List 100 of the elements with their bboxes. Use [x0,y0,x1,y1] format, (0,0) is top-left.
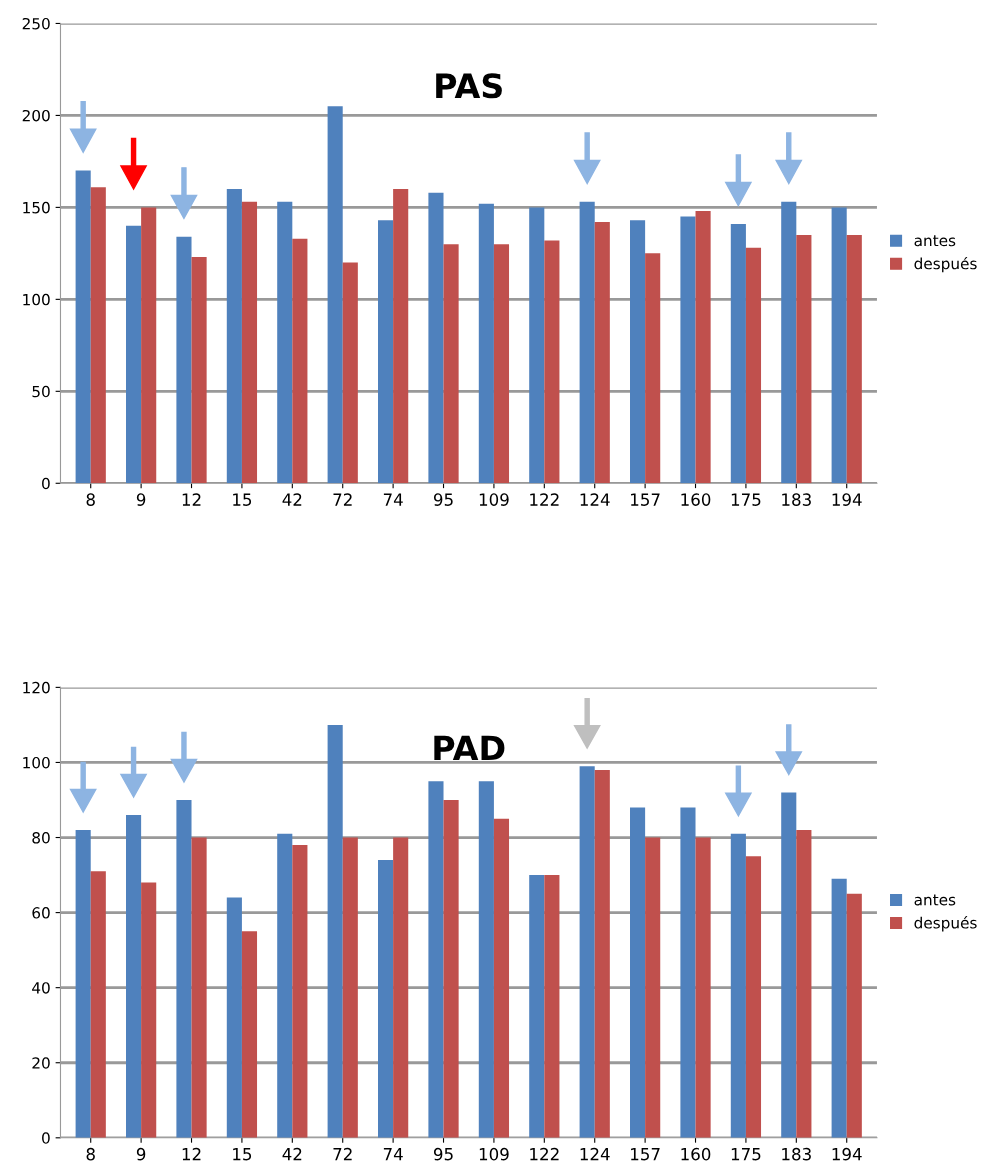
x-tick-label: 160 [681,493,711,506]
x-tick-label: 74 [383,493,403,506]
x-tick-label: 95 [433,493,453,506]
y-tick-label: 100 [23,756,50,769]
bar [796,830,812,1138]
bar [90,187,106,484]
bar [781,792,797,1138]
y-tick-label: 0 [42,1132,50,1144]
bar [695,837,711,1138]
bar [478,203,494,484]
bar [594,769,610,1138]
x-tick-label: 15 [233,493,252,506]
bar [292,238,308,484]
y-tick-label: 40 [32,982,50,994]
x-tick-label: 183 [782,493,811,506]
x-tick-label: 42 [282,1147,302,1161]
x-tick-label: 122 [530,493,559,506]
x-tick-label: 157 [631,1148,660,1161]
bar [594,222,610,484]
bar [141,882,157,1138]
text: PAS [436,73,502,99]
y-tick-label: 60 [32,907,50,919]
x-tick-label: 9 [136,1147,146,1161]
bar [493,244,510,484]
y-tick-label: 0 [42,477,50,490]
bar [176,799,192,1138]
x-tick-label: 157 [631,493,660,506]
x-tick-label: 109 [479,1147,509,1161]
bar [846,893,862,1138]
bar [544,240,560,484]
x-tick-label: 15 [233,1148,252,1161]
bar [327,724,343,1138]
bar [393,837,409,1138]
bar [529,875,545,1138]
legend-label: antes [914,894,956,906]
bar [443,244,459,484]
bar [75,830,91,1138]
bar [630,807,646,1138]
bar [191,257,207,484]
bar [226,188,242,484]
x-tick-label: 12 [182,1147,201,1161]
bar [327,106,343,484]
bar [191,837,207,1138]
bar [745,856,762,1138]
bar [831,207,847,484]
legend-label: después [914,256,977,273]
y-tick-label: 120 [23,681,50,694]
x-tick-label: 175 [731,1148,761,1161]
bar [241,201,258,484]
x-tick-label: 74 [383,1148,403,1161]
x-tick-label: 72 [333,1147,352,1161]
bar [680,216,696,484]
bar [378,860,394,1138]
bar [428,781,444,1138]
bar [579,201,595,484]
bar [745,247,762,484]
y-tick-label: 150 [23,201,50,214]
x-tick-label: 160 [681,1147,711,1161]
bar [730,223,746,484]
y-tick-label: 80 [32,831,50,844]
bar [493,818,510,1138]
bar [126,815,142,1138]
x-tick-label: 72 [333,493,352,506]
x-tick-label: 9 [136,493,146,506]
bar [277,201,293,484]
x-tick-label: 8 [86,493,95,506]
bar [478,781,494,1138]
bar [544,875,560,1138]
bar [342,837,358,1138]
bar [292,845,308,1138]
x-tick-label: 109 [479,493,509,506]
y-tick-label: 250 [22,17,50,30]
bar [241,931,258,1138]
x-tick-label: 12 [182,493,201,506]
bar [645,837,661,1138]
y-tick-label: 50 [32,385,50,398]
bar [695,211,711,484]
bar [846,234,862,484]
bar [75,170,91,484]
x-tick-label: 95 [433,1147,453,1161]
bar [176,236,192,484]
x-tick-label: 183 [782,1147,811,1161]
x-tick-label: 124 [580,1147,610,1161]
bar [378,220,394,484]
bar [443,799,459,1138]
bar [277,833,293,1138]
bar [342,262,358,484]
bar [529,207,545,484]
legend-label: después [914,916,977,932]
x-tick-label: 175 [731,493,761,506]
x-tick-label: 194 [832,1147,862,1161]
bar [226,897,242,1138]
text: PAD [434,735,505,761]
bar [831,878,847,1138]
bar [630,220,646,484]
bar [730,833,746,1138]
legend-label: antes [914,235,956,247]
bar [796,234,812,484]
x-tick-label: 42 [282,493,302,506]
x-tick-label: 124 [580,493,610,506]
